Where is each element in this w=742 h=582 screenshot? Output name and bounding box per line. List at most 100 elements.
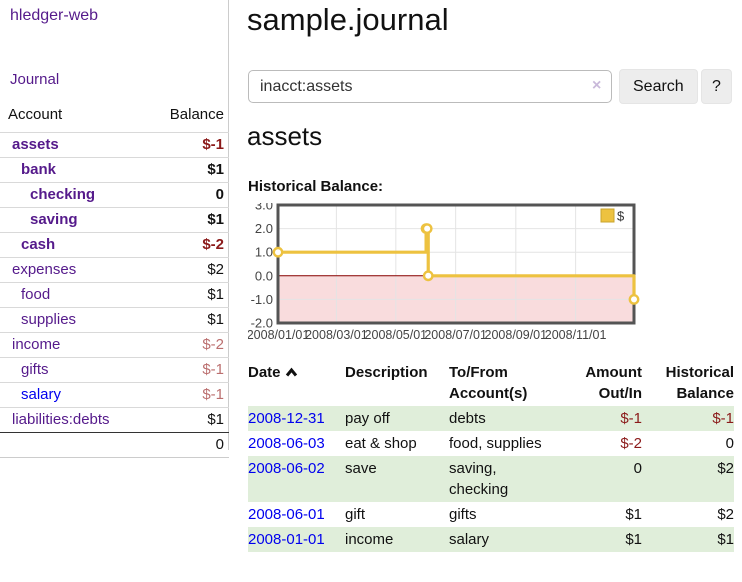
x-axis-tick-label: 2008/05/01 bbox=[365, 328, 428, 342]
register-row: 2008-06-02 save saving, checking 0 $2 bbox=[248, 456, 734, 502]
transaction-amount: $1 bbox=[625, 506, 642, 523]
help-button[interactable]: ? bbox=[701, 69, 732, 104]
transaction-description: gift bbox=[345, 506, 366, 523]
register-header-description: Description bbox=[345, 364, 428, 381]
balance-chart-svg: 3.0 2.0 1.0 0.0 -1.0 -2.02008/01/012008/03/01… bbox=[247, 198, 640, 342]
register-row: 2008-01-01 income salary $1 $1 bbox=[248, 527, 734, 552]
transaction-date-link[interactable]: 2008-06-03 bbox=[248, 435, 325, 452]
account-column-header: Account bbox=[8, 106, 63, 123]
account-link[interactable]: food bbox=[21, 286, 51, 303]
account-row: checking 0 bbox=[0, 182, 229, 208]
total-row-spacer bbox=[0, 432, 149, 458]
account-balance: $-2 bbox=[148, 232, 229, 258]
account-balance: $1 bbox=[148, 307, 229, 333]
balance-column-header: Balance bbox=[169, 106, 224, 123]
account-row: bank $1 bbox=[0, 157, 229, 183]
account-row: gifts $-1 bbox=[0, 357, 229, 383]
account-balance: $-1 bbox=[148, 382, 229, 408]
transaction-description: eat & shop bbox=[345, 435, 417, 452]
y-axis-tick-label: -1.0 bbox=[251, 292, 273, 307]
data-point-marker[interactable] bbox=[272, 246, 284, 258]
account-link[interactable]: gifts bbox=[21, 361, 49, 378]
legend-label: $ bbox=[617, 209, 625, 224]
search-input[interactable] bbox=[248, 70, 612, 103]
transaction-description: income bbox=[345, 531, 394, 548]
account-balance: $-1 bbox=[148, 357, 229, 383]
transaction-balance: $2 bbox=[717, 506, 734, 523]
search-button[interactable]: Search bbox=[619, 69, 698, 104]
account-balance: $-1 bbox=[148, 132, 229, 158]
register-header-date[interactable]: Date bbox=[248, 360, 345, 406]
register-header-amount: Amount Out/In bbox=[585, 364, 642, 402]
register-row: 2008-06-03 eat & shop food, supplies $-2 0 bbox=[248, 431, 734, 456]
transaction-description: save bbox=[345, 460, 377, 477]
account-link[interactable]: liabilities:debts bbox=[12, 411, 110, 428]
transaction-amount: 0 bbox=[633, 460, 642, 477]
transaction-balance: $-1 bbox=[712, 410, 734, 427]
account-row: food $1 bbox=[0, 282, 229, 308]
x-axis-tick-label: 2008/09/01 bbox=[485, 328, 548, 342]
account-link[interactable]: bank bbox=[21, 161, 57, 178]
account-link[interactable]: income bbox=[12, 336, 61, 353]
x-axis-tick-label: 2008/01/01 bbox=[248, 328, 309, 342]
register-row: 2008-06-01 gift gifts $1 $2 bbox=[248, 502, 734, 527]
account-balance: $1 bbox=[148, 157, 229, 183]
account-row: saving $1 bbox=[0, 207, 229, 233]
account-link[interactable]: expenses bbox=[12, 261, 77, 278]
data-point-marker[interactable] bbox=[421, 223, 433, 235]
transaction-description: pay off bbox=[345, 410, 390, 427]
transaction-balance: $1 bbox=[717, 531, 734, 548]
transaction-amount: $-2 bbox=[620, 435, 642, 452]
account-row: expenses $2 bbox=[0, 257, 229, 283]
data-point-marker[interactable] bbox=[628, 294, 640, 305]
account-row: liabilities:debts $1 bbox=[0, 407, 229, 433]
clear-search-icon[interactable]: × bbox=[592, 77, 602, 94]
transaction-date-link[interactable]: 2008-01-01 bbox=[248, 531, 325, 548]
data-point-marker[interactable] bbox=[422, 270, 434, 282]
account-balance: $1 bbox=[148, 407, 229, 433]
register-row: 2008-12-31 pay off debts $-1 $-1 bbox=[248, 406, 734, 431]
account-page-title: assets bbox=[247, 121, 323, 151]
register-table: Date Description To/From Account(s) Amou… bbox=[248, 360, 734, 552]
transaction-balance: 0 bbox=[725, 435, 734, 452]
account-balance: 0 bbox=[148, 182, 229, 208]
transaction-accounts: debts bbox=[449, 410, 486, 427]
account-balance: $1 bbox=[148, 282, 229, 308]
y-axis-tick-label: 3.0 bbox=[255, 203, 273, 213]
sidebar: hledger-web Journal Account Balance asse… bbox=[0, 0, 229, 458]
y-axis-tick-label: 1.0 bbox=[255, 245, 273, 260]
account-link[interactable]: cash bbox=[21, 236, 56, 253]
transaction-date-link[interactable]: 2008-06-01 bbox=[248, 506, 325, 523]
chart-label: Historical Balance: bbox=[248, 178, 384, 195]
y-axis-tick-label: -2.0 bbox=[251, 316, 273, 331]
register-table-body: 2008-12-31 pay off debts $-1 $-1 2008-06-03 ea… bbox=[248, 406, 734, 552]
account-link[interactable]: saving bbox=[30, 211, 78, 228]
x-axis-tick-label: 2008/07/01 bbox=[424, 328, 487, 342]
transaction-amount: $1 bbox=[625, 531, 642, 548]
total-row: 0 bbox=[0, 432, 229, 458]
transaction-accounts: salary bbox=[449, 531, 490, 548]
transaction-balance: $2 bbox=[717, 460, 734, 477]
transaction-accounts: gifts bbox=[449, 506, 477, 523]
total-balance: 0 bbox=[148, 432, 229, 458]
account-link[interactable]: supplies bbox=[21, 311, 77, 328]
register-header-balance: Historical Balance bbox=[665, 364, 734, 402]
account-balance: $1 bbox=[148, 207, 229, 233]
x-axis-tick-label: 2008/11/01 bbox=[545, 328, 607, 342]
page-title: sample.journal bbox=[247, 2, 449, 37]
x-axis-tick-label: 2008/03/01 bbox=[305, 328, 368, 342]
transaction-date-link[interactable]: 2008-12-31 bbox=[248, 410, 325, 427]
account-link[interactable]: salary bbox=[21, 386, 62, 403]
account-link[interactable]: checking bbox=[30, 186, 96, 203]
account-link[interactable]: assets bbox=[12, 136, 59, 153]
register-header-accounts: To/From Account(s) bbox=[449, 364, 528, 402]
chevron-up-icon bbox=[285, 363, 298, 384]
sidebar-item-journal[interactable]: Journal bbox=[10, 71, 60, 88]
y-axis-tick-label: 2.0 bbox=[255, 221, 273, 236]
plot-border bbox=[276, 203, 636, 325]
transaction-amount: $-1 bbox=[620, 410, 642, 427]
app-title-link[interactable]: hledger-web bbox=[10, 7, 99, 24]
legend-swatch-icon bbox=[600, 208, 615, 223]
account-row: assets $-1 bbox=[0, 132, 229, 158]
transaction-date-link[interactable]: 2008-06-02 bbox=[248, 460, 325, 477]
